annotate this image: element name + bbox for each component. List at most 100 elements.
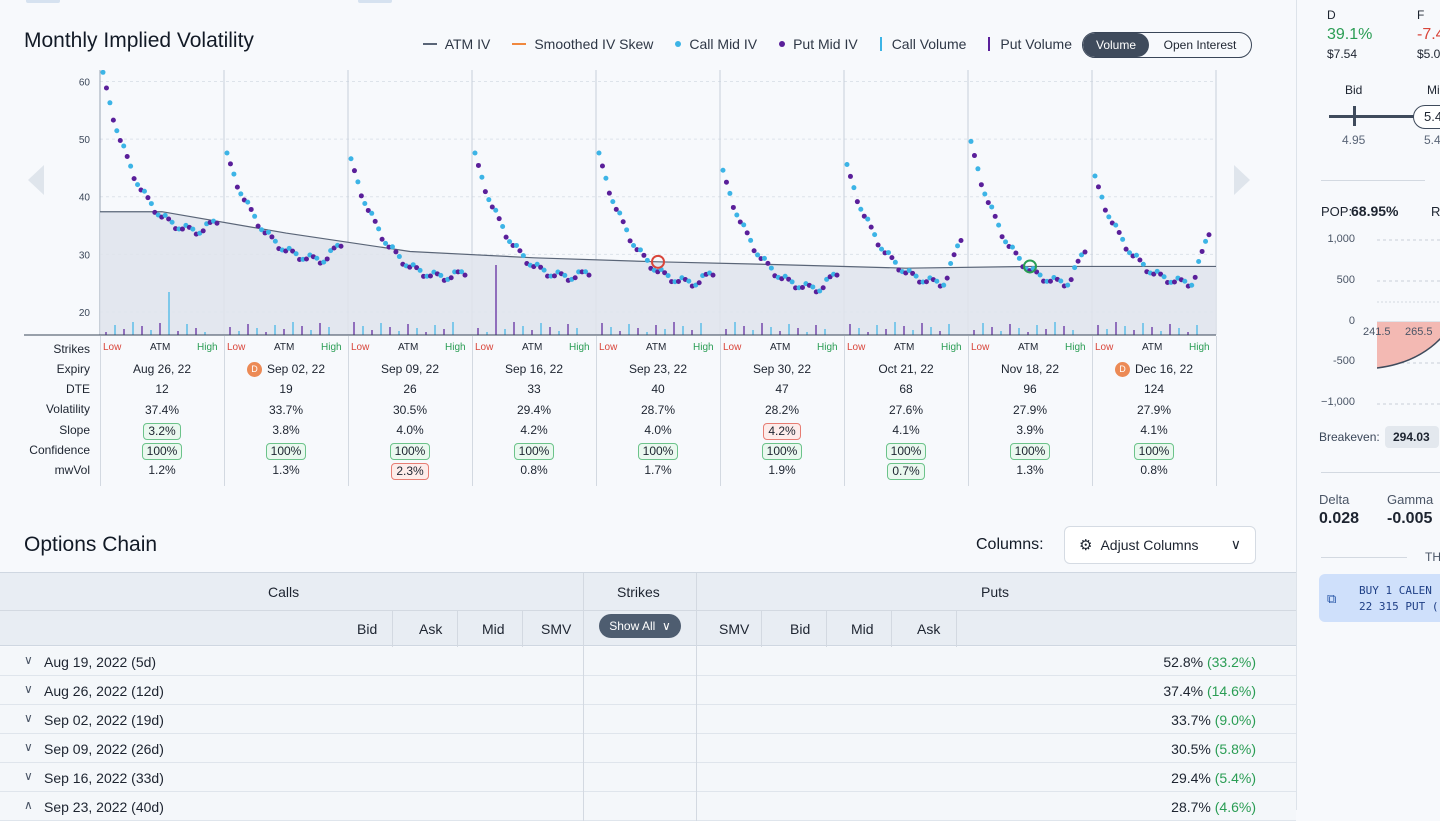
col-put-mid[interactable]: Mid xyxy=(851,621,874,637)
call-mid-iv-point xyxy=(879,246,885,252)
strike-low-label[interactable]: Low xyxy=(227,342,246,353)
main-panel: Monthly Implied Volatility ATM IV Smooth… xyxy=(0,0,1296,821)
put-mid-iv-point xyxy=(331,245,337,251)
expiry-row[interactable]: ∧ Sep 23, 2022 (40d) 28.7% (4.6%) xyxy=(0,792,1296,821)
strike-high-label[interactable]: High xyxy=(197,342,218,353)
volatility-cell: 27.9% xyxy=(1012,403,1048,417)
call-mid-iv-point xyxy=(190,226,196,232)
strike-high-label[interactable]: High xyxy=(321,342,342,353)
expiry-row[interactable]: ∨ Sep 09, 2022 (26d) 30.5% (5.8%) xyxy=(0,734,1296,763)
expiry-row[interactable]: ∨ Sep 02, 2022 (19d) 33.7% (9.0%) xyxy=(0,705,1296,734)
copy-icon[interactable]: ⧉ xyxy=(1327,591,1337,606)
col-call-mid[interactable]: Mid xyxy=(482,621,505,637)
strike-low-label[interactable]: Low xyxy=(971,342,990,353)
bid-label: Bid xyxy=(1345,83,1363,97)
slope-cell: 3.2% xyxy=(100,423,224,440)
show-all-button[interactable]: Show All ∨ xyxy=(599,614,681,638)
strike-low-label[interactable]: Low xyxy=(103,342,122,353)
call-mid-iv-point xyxy=(858,206,864,212)
slope-cell: 4.2% xyxy=(720,423,844,440)
legend-put-volume[interactable]: Put Volume xyxy=(988,36,1072,52)
line-icon xyxy=(512,43,527,45)
col-call-ask[interactable]: Ask xyxy=(419,621,443,637)
strike-high-label[interactable]: High xyxy=(445,342,466,353)
divider xyxy=(891,610,892,647)
col-call-bid[interactable]: Bid xyxy=(357,621,378,637)
put-mid-iv-point xyxy=(847,173,853,179)
call-mid-iv-point xyxy=(459,269,465,275)
strike-low-label[interactable]: Low xyxy=(723,342,742,353)
mid-price-handle[interactable]: 5.4 xyxy=(1413,105,1440,129)
expiry-row[interactable]: ∨ Aug 26, 2022 (12d) 37.4% (14.6%) xyxy=(0,676,1296,705)
strike-atm-label[interactable]: ATM xyxy=(522,342,543,353)
strike-atm-label[interactable]: ATM xyxy=(894,342,915,353)
put-mid-iv-point xyxy=(103,85,109,91)
call-mid-iv-point xyxy=(913,273,919,279)
toggle-volume[interactable]: Volume xyxy=(1083,33,1149,57)
call-mid-iv-point xyxy=(1161,274,1167,280)
strike-high-label[interactable]: High xyxy=(817,342,838,353)
put-mid-iv-point xyxy=(303,256,309,262)
trade-summary-card[interactable]: ⧉ BUY 1 CALEN 22 315 PUT ( xyxy=(1319,574,1440,622)
col-put-smv[interactable]: SMV xyxy=(719,621,750,637)
put-mid-iv-point xyxy=(572,275,578,281)
strike-high-label[interactable]: High xyxy=(693,342,714,353)
call-mid-iv-point xyxy=(1099,194,1105,200)
strike-low-label[interactable]: Low xyxy=(847,342,866,353)
strike-atm-label[interactable]: ATM xyxy=(398,342,419,353)
confidence-cell: 100% xyxy=(348,443,472,460)
line-icon xyxy=(422,43,437,45)
confidence-cell: 100% xyxy=(472,443,596,460)
call-mid-iv-point xyxy=(885,250,891,256)
strike-low-label[interactable]: Low xyxy=(599,342,618,353)
th-label: TH xyxy=(1425,550,1440,564)
chevron-down-icon[interactable]: ∨ xyxy=(24,682,33,696)
expiry-row[interactable]: ∨ Aug 19, 2022 (5d) 52.8% (33.2%) xyxy=(0,647,1296,676)
legend-put-mid-iv[interactable]: Put Mid IV xyxy=(779,36,858,52)
chevron-down-icon[interactable]: ∨ xyxy=(24,769,33,783)
strike-high-label[interactable]: High xyxy=(1189,342,1210,353)
chevron-down-icon[interactable]: ∨ xyxy=(24,653,33,667)
next-arrow-icon[interactable] xyxy=(1232,165,1250,195)
call-mid-iv-point xyxy=(1203,238,1209,244)
expiry-label: Aug 19, 2022 (5d) xyxy=(44,654,157,670)
col-put-bid[interactable]: Bid xyxy=(790,621,811,637)
col-call-smv[interactable]: SMV xyxy=(541,621,572,637)
iv-change: (5.4%) xyxy=(1214,770,1256,786)
chevron-down-icon[interactable]: ∨ xyxy=(24,711,33,725)
adjust-columns-dropdown[interactable]: ⚙ Adjust Columns ∨ xyxy=(1064,526,1256,564)
call-mid-iv-point xyxy=(982,191,988,197)
expiry-row[interactable]: ∨ Sep 16, 2022 (33d) 29.4% (5.4%) xyxy=(0,763,1296,792)
legend-call-volume[interactable]: Call Volume xyxy=(879,36,966,52)
call-mid-iv-point xyxy=(534,261,540,267)
strike-atm-label[interactable]: ATM xyxy=(1018,342,1039,353)
delta-label: Delta xyxy=(1319,492,1350,507)
price-slider-track[interactable] xyxy=(1329,115,1440,118)
volume-oi-toggle[interactable]: Volume Open Interest xyxy=(1082,32,1252,58)
row-label-confidence: Confidence xyxy=(29,443,90,457)
toggle-open-interest[interactable]: Open Interest xyxy=(1163,38,1237,52)
strike-low-label[interactable]: Low xyxy=(475,342,494,353)
legend-call-mid-iv[interactable]: Call Mid IV xyxy=(675,36,757,52)
gear-icon: ⚙ xyxy=(1079,537,1093,554)
col-put-ask[interactable]: Ask xyxy=(917,621,941,637)
strike-atm-label[interactable]: ATM xyxy=(770,342,791,353)
strike-atm-label[interactable]: ATM xyxy=(646,342,667,353)
call-mid-iv-point xyxy=(507,239,513,245)
chart-legend: ATM IV Smoothed IV Skew Call Mid IV Put … xyxy=(401,36,1072,52)
strike-atm-label[interactable]: ATM xyxy=(274,342,295,353)
chevron-down-icon[interactable]: ∨ xyxy=(24,740,33,754)
strike-high-label[interactable]: High xyxy=(941,342,962,353)
strike-low-label[interactable]: Low xyxy=(1095,342,1114,353)
prev-arrow-icon[interactable] xyxy=(28,165,46,195)
strike-low-label[interactable]: Low xyxy=(351,342,370,353)
strike-high-label[interactable]: High xyxy=(1065,342,1086,353)
put-mid-iv-point xyxy=(110,117,116,123)
strike-high-label[interactable]: High xyxy=(569,342,590,353)
chevron-up-icon[interactable]: ∧ xyxy=(24,798,33,812)
strike-atm-label[interactable]: ATM xyxy=(1142,342,1163,353)
legend-smoothed-skew[interactable]: Smoothed IV Skew xyxy=(512,36,653,52)
legend-atm-iv[interactable]: ATM IV xyxy=(422,36,490,52)
put-mid-iv-point xyxy=(951,252,957,258)
strike-atm-label[interactable]: ATM xyxy=(150,342,171,353)
